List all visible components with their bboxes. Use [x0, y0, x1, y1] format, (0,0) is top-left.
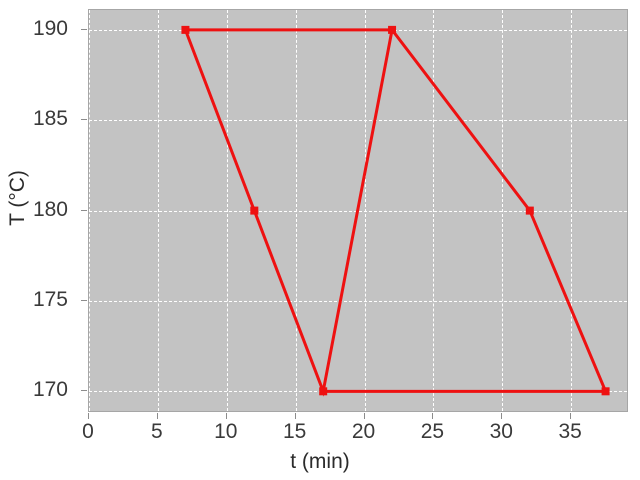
x-tick-mark	[570, 413, 572, 419]
x-tick-label: 30	[489, 420, 513, 443]
y-tick-label: 175	[32, 287, 68, 311]
x-tick-mark	[432, 413, 434, 419]
data-point-marker	[601, 387, 610, 396]
y-tick-label: 180	[32, 197, 68, 221]
y-tick-mark	[81, 299, 87, 301]
data-series-layer	[181, 25, 610, 397]
y-tick-label: 190	[32, 16, 68, 40]
plot-area	[88, 9, 628, 412]
x-tick-mark	[363, 413, 365, 419]
x-tick-mark	[225, 413, 227, 419]
x-tick-label: 35	[558, 420, 582, 443]
data-point-marker	[250, 206, 259, 215]
x-tick-mark	[501, 413, 503, 419]
x-tick-label: 5	[151, 420, 163, 443]
data-point-marker	[181, 25, 190, 34]
data-point-marker	[319, 387, 328, 396]
y-tick-label: 170	[32, 378, 68, 402]
x-tick-label: 10	[214, 420, 238, 443]
data-point-marker	[525, 206, 534, 215]
y-tick-mark	[81, 119, 87, 121]
x-axis-label: t (min)	[290, 450, 350, 473]
x-tick-mark	[294, 413, 296, 419]
x-tick-label: 0	[82, 420, 94, 443]
y-tick-label: 185	[32, 107, 68, 131]
x-tick-mark	[156, 413, 158, 419]
data-point-marker	[388, 25, 397, 34]
x-tick-label: 15	[282, 420, 307, 443]
y-tick-mark	[81, 390, 87, 392]
series-line-0	[184, 26, 607, 397]
x-tick-label: 25	[420, 420, 445, 443]
y-axis-label: T (°C)	[6, 170, 29, 226]
x-tick-label: 20	[351, 420, 376, 443]
y-tick-mark	[81, 28, 87, 30]
y-tick-mark	[81, 209, 87, 211]
x-tick-mark	[88, 413, 89, 419]
